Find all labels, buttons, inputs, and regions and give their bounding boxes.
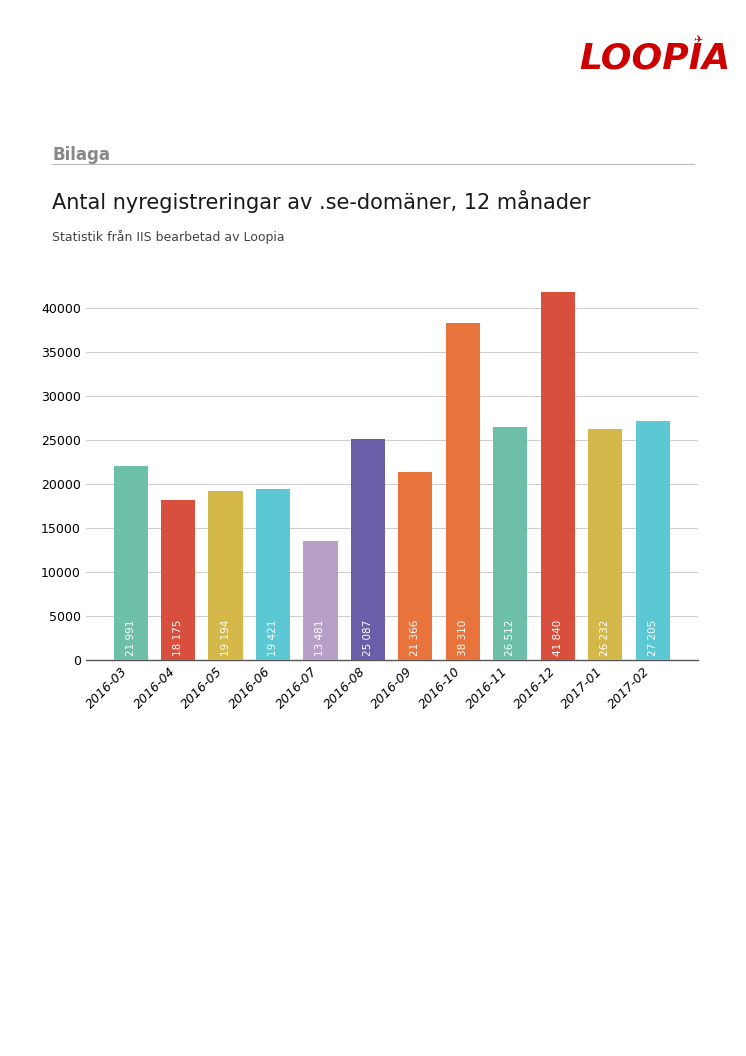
Bar xyxy=(493,427,527,660)
Bar xyxy=(113,467,148,660)
Text: Antal nyregistreringar av .se-domäner, 12 månader: Antal nyregistreringar av .se-domäner, 1… xyxy=(52,190,591,213)
Text: 27 205: 27 205 xyxy=(648,620,658,656)
Text: 25 087: 25 087 xyxy=(363,620,373,656)
Bar xyxy=(446,323,480,660)
Bar xyxy=(588,429,622,660)
Bar xyxy=(304,542,337,660)
Text: Bilaga: Bilaga xyxy=(52,146,110,164)
Bar xyxy=(398,472,433,660)
Bar xyxy=(541,291,575,660)
Text: 21 366: 21 366 xyxy=(410,619,421,656)
Text: 13 481: 13 481 xyxy=(316,619,325,656)
Text: 19 194: 19 194 xyxy=(221,619,231,656)
Text: 26 232: 26 232 xyxy=(601,619,610,656)
Text: 26 512: 26 512 xyxy=(505,619,515,656)
Bar xyxy=(256,489,290,660)
Text: 19 421: 19 421 xyxy=(268,619,278,656)
Bar xyxy=(161,501,195,660)
Text: ✈: ✈ xyxy=(694,35,703,45)
Text: 18 175: 18 175 xyxy=(173,619,183,656)
Text: 21 991: 21 991 xyxy=(125,619,136,656)
Text: 41 840: 41 840 xyxy=(553,620,562,656)
Text: LOOPIA: LOOPIA xyxy=(580,42,730,76)
Text: Statistik från IIS bearbetad av Loopia: Statistik från IIS bearbetad av Loopia xyxy=(52,230,285,244)
Text: 38 310: 38 310 xyxy=(458,620,468,656)
Bar xyxy=(636,420,670,660)
Bar xyxy=(208,491,242,660)
Bar xyxy=(351,439,385,660)
